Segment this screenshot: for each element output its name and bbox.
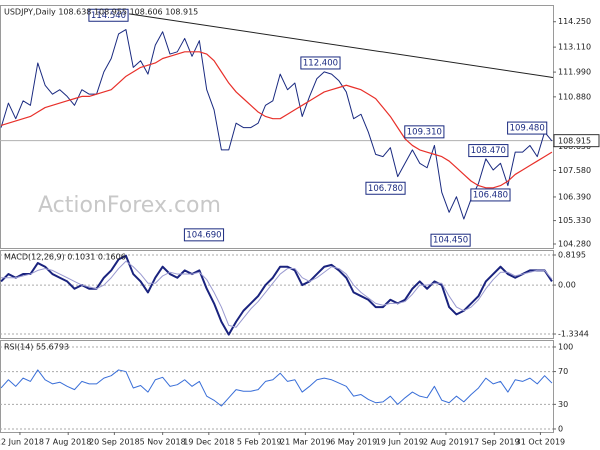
panel-frame	[0, 250, 554, 339]
price-annotation: 109.310	[404, 125, 445, 139]
y-tick-label: 0.8195	[558, 251, 586, 260]
y-tick-label: 105.330	[558, 216, 591, 225]
y-tick-label: 106.390	[558, 192, 591, 201]
annotation-box	[430, 233, 471, 247]
annotation-label: 114.540	[91, 11, 126, 21]
y-tick-label: 113.110	[558, 43, 591, 52]
annotation-label: 108.470	[471, 146, 506, 156]
annotation-box	[468, 144, 509, 158]
annotation-label: 104.690	[186, 230, 221, 240]
series-line	[1, 260, 553, 328]
x-tick-label: 6 May 2019	[330, 438, 377, 447]
annotation-label: 112.400	[303, 58, 338, 68]
x-tick-label: 7 Aug 2018	[45, 438, 91, 447]
annotation-box	[470, 188, 511, 202]
y-tick-label: 100	[558, 342, 573, 351]
y-tick-label: 0	[558, 424, 563, 433]
annotation-label: 109.310	[407, 127, 442, 137]
annotation-box	[183, 228, 225, 242]
series-line	[0, 254, 553, 336]
annotation-box	[88, 8, 129, 22]
y-tick-label: 30	[558, 400, 568, 409]
price-annotation: 112.400	[300, 56, 341, 70]
price-annotation: 104.450	[430, 233, 471, 247]
x-tick-label: 19 Dec 2018	[183, 438, 234, 447]
annotation-box	[365, 181, 406, 195]
series-line	[0, 369, 553, 407]
x-tick-label: 2 Aug 2019	[423, 438, 469, 447]
last-price-box	[553, 134, 600, 148]
y-tick-label: 0.00	[558, 281, 576, 290]
annotation-label: 106.780	[368, 184, 403, 194]
series-line	[0, 29, 553, 220]
price-annotation: 114.540	[88, 8, 129, 22]
x-tick-label: 5 Feb 2019	[237, 438, 282, 447]
annotation-label: 109.480	[510, 124, 545, 134]
price-annotation: 106.480	[470, 188, 511, 202]
y-tick-label: 110.880	[558, 92, 591, 101]
panel-frame	[0, 340, 554, 433]
price-annotation: 104.690	[183, 228, 225, 242]
price-annotation: 106.780	[365, 181, 406, 195]
x-tick-label: 21 Mar 2019	[280, 438, 331, 447]
x-tick-label: 17 Sep 2019	[469, 438, 520, 447]
x-tick-label: 5 Nov 2018	[140, 438, 186, 447]
y-tick-label: 104.280	[558, 239, 591, 248]
panel-frame	[0, 5, 554, 249]
annotation-label: 106.480	[473, 190, 508, 200]
y-tick-label: 70	[558, 367, 568, 376]
last-price-label: 108.915	[558, 137, 591, 146]
panel-title: MACD(12,26,9) 0.1031 0.1606	[4, 253, 126, 262]
y-tick-label: -1.3344	[558, 330, 589, 339]
annotation-label: 104.450	[433, 236, 468, 246]
panel-title: RSI(14) 55.6793	[4, 343, 69, 352]
watermark: ActionForex.com	[38, 193, 221, 218]
price-annotation: 109.480	[507, 121, 548, 135]
x-tick-label: 22 Jun 2018	[0, 438, 44, 447]
price-annotation: 108.470	[468, 144, 509, 158]
annotation-box	[300, 56, 341, 70]
panel-title: USDJPY,Daily 108.638 108.955 108.606 108…	[4, 8, 198, 17]
series-line	[0, 51, 553, 189]
y-tick-label: 107.580	[558, 166, 591, 175]
x-tick-label: 20 Sep 2018	[89, 438, 140, 447]
trendline	[128, 13, 554, 78]
y-tick-label: 111.990	[558, 68, 591, 77]
x-tick-label: 19 Jun 2019	[376, 438, 424, 447]
annotation-box	[404, 125, 445, 139]
x-tick-label: 31 Oct 2019	[516, 438, 565, 447]
annotation-box	[507, 121, 548, 135]
y-tick-label: 114.250	[558, 17, 591, 26]
